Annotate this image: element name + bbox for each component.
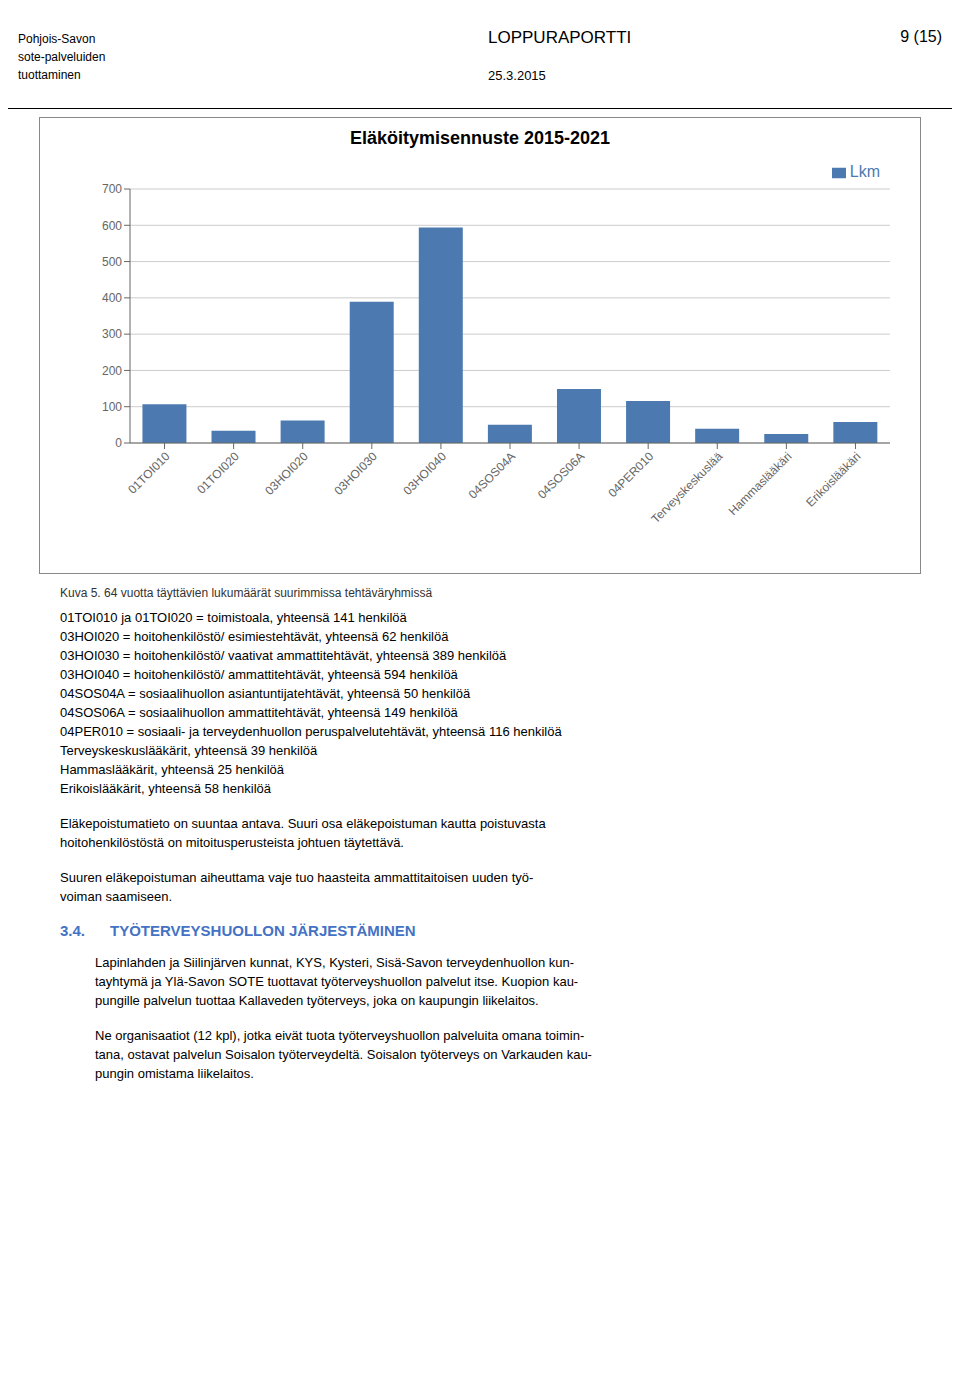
html-text:04SOS04A = sosiaalihuollon asi: 04SOS04A = sosiaalihuollon asiantuntijat…	[60, 686, 471, 701]
html-text:Ne organisaatiot (12 kpl), jot: Ne organisaatiot (12 kpl), jotka eivät t…	[95, 1028, 585, 1043]
svg-text:04SOS04A: 04SOS04A	[466, 449, 518, 501]
html-text:04SOS06A = sosiaalihuollon amm: 04SOS06A = sosiaalihuollon ammattitehtäv…	[60, 705, 458, 720]
svg-text:03HOI020: 03HOI020	[262, 449, 311, 498]
html-text:Suuren eläkepoistuman aiheutta: Suuren eläkepoistuman aiheuttama vaje tu…	[60, 870, 534, 885]
svg-text:Erikoislääkäri: Erikoislääkäri	[803, 449, 863, 509]
html-text:tayhtymä ja Ylä-Savon SOTE tuo: tayhtymä ja Ylä-Savon SOTE tuottavat työ…	[95, 974, 579, 989]
html-text:03HOI030 = hoitohenkilöstö/ va: 03HOI030 = hoitohenkilöstö/ vaativat amm…	[60, 648, 507, 663]
svg-text:Terveyskeskuslää: Terveyskeskuslää	[649, 449, 726, 526]
html-text:Lkm: Lkm	[849, 163, 880, 180]
svg-text:600: 600	[102, 219, 122, 233]
html-text:pungille palvelun tuottaa Kall: pungille palvelun tuottaa Kallaveden työ…	[95, 993, 539, 1008]
html-text:Pohjois-Savon sote-palveluiden: Pohjois-Savon sote-palveluiden tuottamin…	[18, 32, 106, 82]
html-text:03HOI020 = hoitohenkilöstö/ es: 03HOI020 = hoitohenkilöstö/ esimiestehtä…	[60, 629, 449, 644]
html-text:Eläkepoistumatieto on suuntaa: Eläkepoistumatieto on suuntaa antava. Su…	[60, 816, 546, 831]
html-text:03HOI040 = hoitohenkilöstö/ am: 03HOI040 = hoitohenkilöstö/ ammattitehtä…	[60, 667, 458, 682]
svg-text:200: 200	[102, 364, 122, 378]
html-text:3.4.: 3.4.	[60, 922, 85, 939]
svg-text:03HOI040: 03HOI040	[400, 449, 449, 498]
html-text:Lapinlahden ja Siilinjärven ku: Lapinlahden ja Siilinjärven kunnat, KYS,…	[95, 955, 575, 970]
svg-text:100: 100	[102, 400, 122, 414]
svg-text:01TOI010: 01TOI010	[125, 449, 173, 497]
html-text:04PER010 = sosiaali- ja tervey: 04PER010 = sosiaali- ja terveydenhuollon…	[60, 724, 562, 739]
svg-text:04SOS06A: 04SOS06A	[535, 449, 587, 501]
html-text:voiman saamiseen.: voiman saamiseen.	[60, 889, 172, 904]
svg-text:300: 300	[102, 327, 122, 341]
html-text:Eläköitymisennuste 2015-2021: Eläköitymisennuste 2015-2021	[349, 128, 611, 148]
svg-text:01TOI020: 01TOI020	[194, 449, 242, 497]
html-text:LOPPURAPORTTI: LOPPURAPORTTI	[488, 28, 632, 47]
svg-text:Hammaslääkäri: Hammaslääkäri	[726, 449, 795, 518]
svg-text:400: 400	[102, 291, 122, 305]
html-text:Kuva 5. 64 vuotta täyttävien l: Kuva 5. 64 vuotta täyttävien lukumäärät …	[60, 586, 433, 600]
html-text:pungin omistama liikelaitos.: pungin omistama liikelaitos.	[95, 1066, 254, 1081]
html-text:Erikoislääkärit, yhteensä 58 h: Erikoislääkärit, yhteensä 58 henkilöä	[60, 781, 271, 796]
svg-text:04PER010: 04PER010	[605, 449, 656, 500]
html-text:Hammaslääkärit, yhteensä 25 he: Hammaslääkärit, yhteensä 25 henkilöä	[60, 762, 284, 777]
html-text:Terveyskeskuslääkärit, yhteens: Terveyskeskuslääkärit, yhteensä 39 henki…	[60, 743, 318, 758]
html-text:25.3.2015: 25.3.2015	[488, 68, 546, 83]
svg-text:0: 0	[115, 436, 122, 450]
html-text:9 (15): 9 (15)	[900, 28, 942, 45]
html-text:01TOI010 ja 01TOI020 = toimist: 01TOI010 ja 01TOI020 = toimistoala, yhte…	[60, 610, 407, 625]
html-text:TYÖTERVEYSHUOLLON JÄRJESTÄMINE: TYÖTERVEYSHUOLLON JÄRJESTÄMINEN	[110, 922, 416, 939]
svg-text:700: 700	[102, 182, 122, 196]
html-text:tana, ostavat palvelun Soisalo: tana, ostavat palvelun Soisalon työterve…	[95, 1047, 592, 1062]
svg-text:500: 500	[102, 255, 122, 269]
html-text:hoitohenkilöstöstä on mitoitus: hoitohenkilöstöstä on mitoitusperusteist…	[60, 835, 404, 850]
svg-text:03HOI030: 03HOI030	[331, 449, 380, 498]
